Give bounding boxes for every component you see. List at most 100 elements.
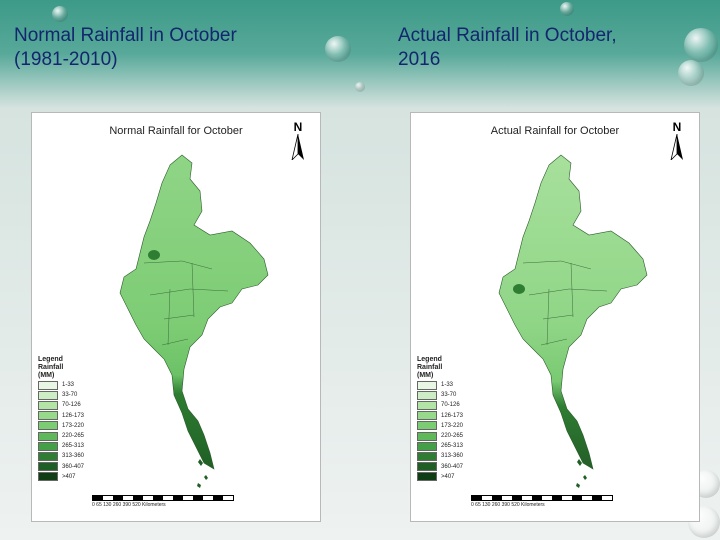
left-title-line2: (1981-2010) — [14, 49, 118, 70]
map-title-actual: Actual Rainfall for October — [490, 125, 620, 137]
legend-item: 313-360 — [417, 451, 463, 461]
north-arrow-icon — [670, 133, 683, 162]
right-slide-title: Actual Rainfall in October, 2016 — [398, 24, 617, 72]
legend-item: 70-126 — [417, 400, 463, 410]
legend-item: 173-220 — [38, 421, 84, 431]
legend-swatch — [38, 472, 58, 482]
scale-labels: 0 65 130 260 390 520 Kilometers — [92, 502, 166, 508]
legend-item: 220-265 — [417, 431, 463, 441]
water-droplet — [678, 60, 704, 86]
legend-swatch — [38, 441, 58, 451]
left-title-line1: Normal Rainfall in October — [14, 25, 237, 46]
legend-swatch — [417, 380, 437, 390]
legend-item: 265-313 — [417, 441, 463, 451]
legend-swatch — [38, 462, 58, 472]
map-title-normal: Normal Rainfall for October — [109, 125, 243, 137]
actual-rainfall-map: Actual Rainfall for October N Legend Rai… — [410, 112, 700, 522]
legend-item: 126-173 — [417, 411, 463, 421]
legend-label: 313-360 — [62, 453, 85, 460]
legend-label: 313-360 — [441, 453, 464, 460]
legend-unit: (MM) — [38, 372, 55, 379]
legend-swatch — [417, 472, 437, 482]
legend-item: 360-407 — [417, 462, 463, 472]
legend-swatch — [38, 380, 58, 390]
legend-label: 360-407 — [441, 463, 464, 470]
legend-item: >407 — [417, 472, 463, 482]
legend-item: >407 — [38, 472, 84, 482]
legend-label: 220-265 — [62, 433, 85, 440]
legend-item: 33-70 — [38, 390, 84, 400]
legend-item: 360-407 — [38, 462, 84, 472]
legend-label: 173-220 — [441, 422, 464, 429]
legend-swatch — [417, 400, 437, 410]
region-boundaries — [522, 260, 608, 346]
legend-label: 265-313 — [441, 443, 464, 450]
north-arrow: N — [667, 121, 687, 165]
legend-label: 1-33 — [441, 382, 454, 389]
legend-subtitle: Rainfall — [38, 364, 64, 371]
legend-label: 265-313 — [62, 443, 85, 450]
legend-swatch — [38, 390, 58, 400]
myanmar-map-normal — [119, 154, 269, 488]
water-droplet — [560, 2, 574, 16]
legend-swatch — [38, 400, 58, 410]
legend-item: 265-313 — [38, 441, 84, 451]
legend-unit: (MM) — [417, 372, 434, 379]
legend-label: 33-70 — [441, 392, 457, 399]
scale-bar: 0 65 130 260 390 520 Kilometers — [92, 495, 292, 515]
region-boundaries — [143, 260, 229, 346]
water-droplet — [355, 82, 365, 92]
right-title-line2: 2016 — [398, 49, 441, 70]
legend-swatch — [417, 462, 437, 472]
legend-item: 313-360 — [38, 451, 84, 461]
dark-rainfall-patch — [513, 284, 525, 294]
legend-label: 173-220 — [62, 422, 85, 429]
legend-label: >407 — [62, 473, 76, 480]
myanmar-map-actual — [498, 154, 648, 488]
legend-swatch — [417, 390, 437, 400]
legend-swatch — [417, 421, 437, 431]
normal-rainfall-map: Normal Rainfall for October N Legend Rai… — [31, 112, 321, 522]
dark-rainfall-patch — [148, 250, 160, 260]
legend-label: 220-265 — [441, 433, 464, 440]
map-legend: Legend Rainfall (MM) 1-33 33-70 70-126 126-… — [417, 356, 463, 482]
north-arrow-icon — [291, 133, 304, 162]
legend-label: 126-173 — [441, 412, 464, 419]
legend-swatch — [417, 431, 437, 441]
scale-bar-graphic — [92, 495, 234, 501]
legend-rows: 1-33 33-70 70-126 126-173 173-220 220-265 265-… — [38, 380, 84, 482]
legend-label: 360-407 — [62, 463, 85, 470]
legend-title: Legend — [38, 356, 63, 363]
north-arrow: N — [288, 121, 308, 165]
legend-swatch — [38, 421, 58, 431]
legend-rows: 1-33 33-70 70-126 126-173 173-220 220-265 265-… — [417, 380, 463, 482]
legend-item: 33-70 — [417, 390, 463, 400]
scale-bar: 0 65 130 260 390 520 Kilometers — [471, 495, 671, 515]
legend-item: 126-173 — [38, 411, 84, 421]
legend-label: 33-70 — [62, 392, 78, 399]
legend-subtitle: Rainfall — [417, 364, 443, 371]
legend-label: >407 — [441, 473, 455, 480]
scale-bar-graphic — [471, 495, 613, 501]
north-letter: N — [672, 120, 682, 134]
legend-label: 126-173 — [62, 412, 85, 419]
north-letter: N — [293, 120, 303, 134]
legend-label: 1-33 — [62, 382, 75, 389]
left-slide-title: Normal Rainfall in October (1981-2010) — [14, 24, 237, 72]
scale-labels: 0 65 130 260 390 520 Kilometers — [471, 502, 545, 508]
water-droplet — [684, 28, 718, 62]
legend-swatch — [38, 451, 58, 461]
coastal-islands — [576, 459, 587, 488]
legend-swatch — [417, 411, 437, 421]
legend-swatch — [38, 411, 58, 421]
legend-title: Legend — [417, 356, 442, 363]
right-title-line1: Actual Rainfall in October, — [398, 25, 617, 46]
water-droplet — [52, 6, 68, 22]
legend-item: 1-33 — [38, 380, 84, 390]
legend-label: 70-126 — [62, 402, 81, 409]
legend-swatch — [417, 451, 437, 461]
coastal-islands — [197, 459, 208, 488]
legend-label: 70-126 — [441, 402, 460, 409]
legend-item: 1-33 — [417, 380, 463, 390]
legend-item: 70-126 — [38, 400, 84, 410]
